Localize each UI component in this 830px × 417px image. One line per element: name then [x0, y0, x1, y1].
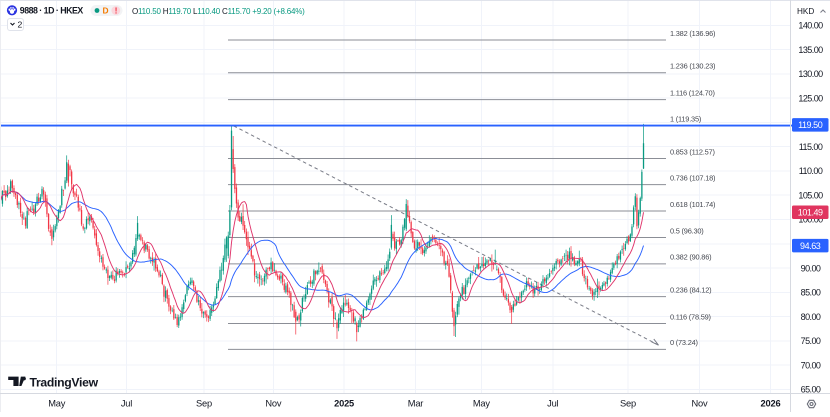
svg-text:94.63: 94.63 [800, 241, 821, 251]
svg-text:101.49: 101.49 [798, 208, 823, 218]
svg-text:65.00: 65.00 [801, 385, 821, 395]
svg-text:115.00: 115.00 [799, 142, 823, 152]
svg-text:Jul: Jul [121, 399, 132, 409]
svg-text:0.736 (107.18): 0.736 (107.18) [670, 173, 715, 182]
svg-text:2026: 2026 [761, 399, 781, 409]
svg-text:0.853 (112.57): 0.853 (112.57) [670, 147, 715, 156]
svg-text:2: 2 [18, 20, 23, 30]
svg-text:2025: 2025 [334, 399, 354, 409]
svg-text:119.50: 119.50 [798, 120, 823, 130]
svg-text:Nov: Nov [265, 399, 281, 409]
svg-text:130.00: 130.00 [798, 69, 823, 79]
svg-text:Sep: Sep [196, 399, 212, 409]
svg-text:1 (119.35): 1 (119.35) [670, 114, 701, 123]
svg-text:1.382 (136.96): 1.382 (136.96) [670, 29, 715, 38]
svg-text:80.00: 80.00 [801, 312, 821, 322]
svg-text:!: ! [115, 6, 118, 16]
svg-text:9888 · 1D · HKEX: 9888 · 1D · HKEX [20, 6, 84, 16]
svg-text:0 (73.24): 0 (73.24) [670, 338, 698, 347]
svg-text:1.116 (124.70): 1.116 (124.70) [670, 88, 715, 97]
svg-text:110.00: 110.00 [799, 166, 823, 176]
svg-text:Nov: Nov [692, 399, 708, 409]
svg-text:105.00: 105.00 [798, 190, 823, 200]
svg-text:75.00: 75.00 [801, 336, 821, 346]
svg-text:0.236 (84.12): 0.236 (84.12) [670, 285, 711, 294]
svg-text:D: D [103, 6, 109, 16]
svg-text:0.382 (90.86): 0.382 (90.86) [670, 253, 711, 262]
svg-text:85.00: 85.00 [801, 288, 821, 298]
svg-text:TradingView: TradingView [30, 375, 99, 389]
svg-text:0.116 (78.59): 0.116 (78.59) [670, 312, 711, 321]
svg-text:1.236 (130.23): 1.236 (130.23) [670, 62, 715, 71]
svg-text:0.5 (96.30): 0.5 (96.30) [670, 226, 704, 235]
svg-text:100.00: 100.00 [798, 215, 823, 225]
svg-text:Sep: Sep [620, 399, 636, 409]
svg-text:O110.50 H119.70 L110.40 C115.7: O110.50 H119.70 L110.40 C115.70 +9.20 (+… [132, 7, 305, 16]
svg-text:Mar: Mar [408, 399, 424, 409]
svg-text:125.00: 125.00 [798, 93, 823, 103]
svg-text:140.00: 140.00 [798, 21, 823, 31]
svg-text:HKD: HKD [797, 7, 814, 16]
svg-text:70.00: 70.00 [801, 360, 821, 370]
svg-text:Jul: Jul [547, 399, 558, 409]
svg-text:90.00: 90.00 [801, 263, 821, 273]
svg-text:135.00: 135.00 [798, 45, 823, 55]
svg-text:May: May [48, 399, 66, 409]
svg-text:0.618 (101.74): 0.618 (101.74) [670, 200, 715, 209]
svg-text:May: May [473, 399, 491, 409]
